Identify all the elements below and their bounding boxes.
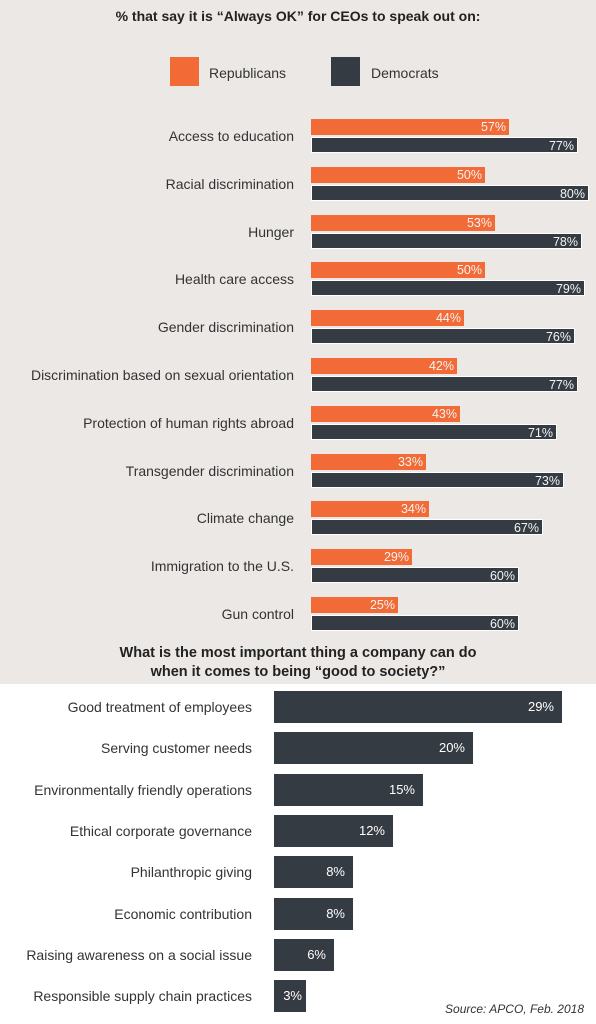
bar-value-label: 79% <box>555 282 581 297</box>
bar-republicans: 42% <box>311 358 457 374</box>
chart2-category-label: Economic contribution <box>114 905 252 922</box>
bar-democrats: 60% <box>311 567 519 584</box>
bar-value-label: 42% <box>428 359 454 373</box>
chart1-category-label: Hunger <box>248 223 294 240</box>
chart2-category-label: Serving customer needs <box>101 740 252 757</box>
bar-value-label: 33% <box>397 454 423 469</box>
bar-democrats: 71% <box>311 423 557 440</box>
bar-value-label: 29% <box>383 550 409 565</box>
bar-value-label: 77% <box>548 378 574 392</box>
bar-value-label: 77% <box>548 139 574 153</box>
chart2-category-label: Good treatment of employees <box>67 699 252 715</box>
bar-democrats: 60% <box>311 615 519 631</box>
chart1-category-label: Discrimination based on sexual orientati… <box>30 367 294 383</box>
bar-value-label: 71% <box>527 425 553 440</box>
chart2-bar: 20% <box>274 732 473 765</box>
chart2-bar-value-label: 8% <box>326 864 345 880</box>
bar-republicans: 57% <box>311 119 509 135</box>
chart2-title-line2: when it comes to being “good to society?… <box>150 664 446 680</box>
legend-label-republicans: Republicans <box>209 65 287 81</box>
bar-republicans: 50% <box>311 262 485 279</box>
bar-republicans: 25% <box>311 597 398 613</box>
chart2-bar: 29% <box>274 691 562 723</box>
bar-value-label: 60% <box>489 617 515 631</box>
chart2-category-label: Responsible supply chain practices <box>33 988 252 1005</box>
legend-label-democrats: Democrats <box>371 65 439 81</box>
bar-republicans: 53% <box>311 214 495 231</box>
bar-democrats: 77% <box>311 137 578 153</box>
legend-swatch-democrats <box>331 57 360 86</box>
bar-value-label: 73% <box>534 473 560 488</box>
chart2-bar: 8% <box>274 856 353 889</box>
bar-value-label: 57% <box>480 120 506 134</box>
chart1-category-label: Protection of human rights abroad <box>83 414 294 431</box>
bar-democrats: 80% <box>311 184 589 201</box>
bar-value-label: 80% <box>559 186 585 201</box>
bar-value-label: 50% <box>456 263 482 278</box>
bar-republicans: 43% <box>311 405 460 422</box>
chart2-category-label: Philanthropic giving <box>130 864 252 881</box>
chart1-category-label: Transgender discrimination <box>125 462 294 479</box>
bar-value-label: 50% <box>456 167 482 182</box>
bar-democrats: 79% <box>311 280 585 297</box>
chart2-bar-value-label: 15% <box>388 781 415 797</box>
chart2-bar: 15% <box>274 773 423 806</box>
bar-value-label: 34% <box>400 502 426 517</box>
chart2-title-line1: What is the most important thing a compa… <box>119 645 477 661</box>
bar-value-label: 44% <box>435 311 461 326</box>
bar-value-label: 76% <box>545 330 571 345</box>
bar-value-label: 60% <box>489 569 515 584</box>
bar-republicans: 44% <box>311 310 464 327</box>
bar-value-label: 67% <box>513 521 539 536</box>
chart1-category-label: Access to education <box>168 128 294 144</box>
chart2-bar-value-label: 12% <box>358 822 385 838</box>
bar-democrats: 73% <box>311 471 564 488</box>
chart1-category-label: Gun control <box>221 606 294 622</box>
bar-value-label: 43% <box>431 406 457 421</box>
bar-democrats: 76% <box>311 328 575 345</box>
bar-republicans: 33% <box>311 453 426 470</box>
bar-value-label: 78% <box>552 234 578 249</box>
bar-democrats: 78% <box>311 232 582 249</box>
bar-value-label: 25% <box>369 598 395 612</box>
chart1-title: % that say it is “Always OK” for CEOs to… <box>115 8 481 24</box>
chart1-category-label: Gender discrimination <box>157 319 294 336</box>
source-note: Source: APCO, Feb. 2018 <box>445 1002 584 1016</box>
chart2-category-label: Ethical corporate governance <box>69 822 252 839</box>
bar-democrats: 67% <box>311 519 543 536</box>
bar-democrats: 77% <box>311 376 578 392</box>
chart2-bar: 6% <box>274 938 334 971</box>
chart2-bar-value-label: 8% <box>326 905 345 921</box>
chart2-bar-value-label: 3% <box>283 988 302 1004</box>
chart1-category-label: Health care access <box>174 271 294 288</box>
chart1-category-label: Racial discrimination <box>165 175 294 192</box>
chart2-bar: 8% <box>274 897 353 930</box>
legend-swatch-republicans <box>170 57 199 86</box>
bar-republicans: 50% <box>311 166 485 183</box>
bar-value-label: 53% <box>466 215 492 230</box>
chart2-bar-value-label: 6% <box>307 946 326 962</box>
chart1-category-label: Climate change <box>196 510 294 527</box>
chart2-category-label: Raising awareness on a social issue <box>26 946 252 963</box>
chart2-bar-value-label: 29% <box>527 699 554 714</box>
chart2-bar: 12% <box>274 814 393 847</box>
chart2-category-label: Environmentally friendly operations <box>34 781 252 798</box>
chart1-category-label: Immigration to the U.S. <box>150 558 294 575</box>
bar-republicans: 34% <box>311 501 429 518</box>
chart2-bar-value-label: 20% <box>438 740 465 756</box>
chart2-title: What is the most important thing a compa… <box>0 644 596 682</box>
bar-republicans: 29% <box>311 549 412 566</box>
chart2-bar: 3% <box>274 980 306 1013</box>
